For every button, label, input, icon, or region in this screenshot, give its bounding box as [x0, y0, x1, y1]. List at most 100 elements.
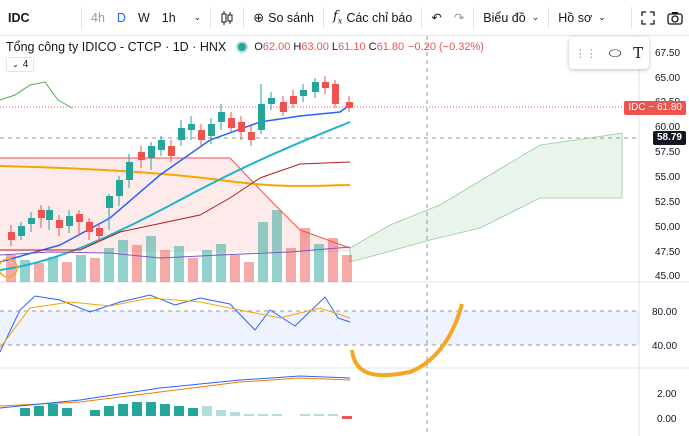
volume-bar	[146, 236, 156, 282]
indicators-collapse-button[interactable]: ⌄ 4	[6, 57, 35, 72]
macd-histogram-bar	[342, 416, 352, 419]
macd-histogram-bar	[132, 402, 142, 416]
divider	[421, 6, 423, 29]
volume-bar	[48, 257, 58, 282]
ma-purple-line	[0, 246, 351, 259]
price-axis-label: 65.00	[655, 73, 680, 84]
price-chart-svg[interactable]: 67.5065.0062.5060.0057.5055.0052.5050.00…	[0, 36, 689, 436]
volume-bar	[174, 246, 184, 282]
volume-bar	[272, 210, 282, 282]
volume-bar	[286, 248, 296, 282]
fullscreen-button[interactable]	[635, 0, 661, 36]
indicator-count: 4	[22, 59, 29, 70]
candle-body	[46, 210, 53, 220]
chart-menu-button[interactable]: Biểu đồ ⌄	[477, 0, 545, 36]
redo-icon: ↷	[453, 11, 465, 25]
volume-bar	[90, 258, 100, 282]
macd-histogram-bar	[328, 414, 338, 416]
volume-bar	[104, 248, 114, 282]
candle-body	[280, 102, 287, 112]
chart-style-button[interactable]	[214, 0, 240, 36]
volume-bar	[20, 260, 30, 282]
symbol-price-tag: IDC − 61.80	[624, 101, 686, 115]
chart-menu-label: Biểu đồ	[483, 10, 526, 25]
candle-body	[248, 132, 255, 140]
compare-button[interactable]: ⊕ So sánh	[247, 0, 320, 36]
volume-bar	[62, 262, 72, 282]
volume-bar	[328, 238, 338, 282]
macd-histogram-bar	[258, 414, 268, 416]
high-value: 63.00	[301, 41, 329, 53]
candle-body	[28, 218, 35, 224]
chevron-down-icon: ⌄	[598, 12, 606, 22]
candle-body	[38, 210, 45, 218]
ma-cyan-line	[0, 121, 351, 271]
price-axis-label: 45.00	[655, 271, 680, 282]
candle-body	[198, 130, 205, 140]
redo-button[interactable]: ↷	[448, 0, 470, 36]
macd-histogram-bar	[160, 404, 170, 416]
divider	[548, 6, 550, 29]
indicators-button[interactable]: fx Các chỉ báo	[327, 0, 418, 36]
macd-histogram-bar	[230, 412, 240, 416]
candle-body	[8, 232, 15, 240]
annotation-small-circle	[0, 258, 18, 278]
macd-axis-label: 2.00	[657, 389, 677, 400]
macd-line	[0, 375, 351, 409]
candle-body	[228, 118, 235, 128]
candle-body	[332, 84, 339, 104]
macd-histogram-bar	[118, 404, 128, 416]
candle-body	[322, 82, 329, 88]
annotation-curve	[350, 303, 464, 378]
volume-bar	[244, 262, 254, 282]
interval-4h[interactable]: 4h	[91, 10, 105, 25]
candle-body	[218, 112, 225, 122]
rsi-axis-label: 40.00	[652, 341, 677, 352]
macd-histogram-bar	[300, 414, 310, 416]
divider	[210, 6, 212, 29]
main-legend: Tổng công ty IDICO - CTCP · 1D · HNX O62…	[6, 40, 484, 54]
price-axis-label: 47.50	[655, 247, 680, 258]
volume-bar	[34, 263, 44, 282]
text-tool-icon[interactable]: T	[633, 44, 644, 62]
candle-body	[238, 122, 245, 132]
profile-menu-button[interactable]: Hồ sơ ⌄	[552, 0, 611, 36]
interval-d[interactable]: D	[116, 10, 126, 25]
fx-icon: fx	[332, 9, 343, 26]
symbol-search[interactable]: IDC	[8, 10, 30, 25]
candle-body	[126, 162, 133, 180]
candle-body	[300, 90, 307, 96]
undo-icon: ↶	[431, 11, 442, 25]
undo-button[interactable]: ↶	[425, 0, 447, 36]
chevron-down-icon: ⌄	[531, 12, 540, 22]
crosshair-price-tag: 58.79	[652, 131, 686, 145]
interval-dropdown[interactable]: ⌄	[182, 0, 208, 36]
toolbar-right	[628, 0, 689, 36]
volume-bar	[342, 255, 352, 282]
macd-histogram-bar	[34, 406, 44, 416]
close-value: 61.80	[376, 41, 405, 53]
candle-body	[208, 124, 215, 136]
interval-1h[interactable]: 1h	[161, 10, 176, 25]
volume-bar	[160, 250, 170, 282]
macd-histogram-bar	[188, 408, 198, 416]
interval-w[interactable]: W	[137, 10, 150, 25]
ohlc-values: O62.00 H63.00 L61.10 C61.80	[254, 41, 404, 53]
macd-histogram-bar	[314, 414, 324, 416]
chart-area[interactable]: 67.5065.0062.5060.0057.5055.0052.5050.00…	[0, 36, 689, 436]
macd-histogram-bar	[174, 406, 184, 416]
candles-icon	[221, 10, 233, 25]
shape-tool-icon[interactable]: ⬭	[608, 44, 622, 62]
candle-body	[158, 140, 165, 150]
change-value: −0.20 (−0.32%)	[408, 41, 484, 53]
candle-body	[76, 214, 83, 222]
drawing-toolbar: ⋮⋮ ⬭ T	[569, 37, 649, 69]
macd-histogram-bar	[20, 408, 30, 416]
price-axis-label: 55.00	[655, 172, 680, 183]
baseline-dark-red	[0, 161, 351, 251]
drag-handle-icon[interactable]: ⋮⋮	[574, 47, 597, 60]
snapshot-button[interactable]	[661, 0, 689, 36]
exchange-label: HNX	[199, 40, 227, 54]
macd-histogram-bar	[202, 406, 212, 416]
candle-body	[56, 220, 63, 228]
